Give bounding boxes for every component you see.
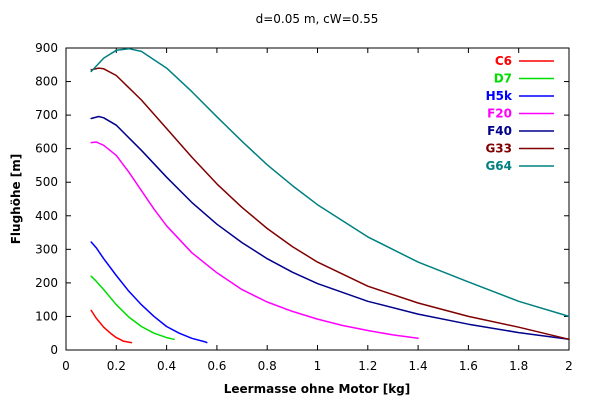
series-line-g64	[90, 47, 570, 318]
x-tick-label: 0	[62, 359, 70, 373]
legend-label-f20: F20	[487, 107, 512, 121]
y-tick-label: 700	[35, 108, 58, 122]
x-tick-label: 1.2	[358, 359, 377, 373]
legend-label-g64: G64	[485, 159, 512, 173]
x-tick-label: 0.6	[207, 359, 226, 373]
series-line-h5k	[90, 241, 208, 344]
x-axis-label: Leermasse ohne Motor [kg]	[224, 382, 411, 396]
x-tick-label: 0.8	[258, 359, 277, 373]
y-axis-ticks: 0 100 200 300 400 500 600 700 800 900	[35, 41, 569, 357]
y-tick-label: 600	[35, 142, 58, 156]
series-line-c6	[90, 309, 133, 344]
y-tick-label: 300	[35, 242, 58, 256]
plot-frame	[65, 47, 570, 351]
legend-label-h5k: H5k	[486, 89, 513, 103]
y-tick-label: 900	[35, 41, 58, 55]
y-axis-label: Flughöhe [m]	[9, 154, 23, 245]
y-tick-label: 800	[35, 75, 58, 89]
x-tick-label: 1	[314, 359, 322, 373]
y-tick-label: 100	[35, 309, 58, 323]
chart-title: d=0.05 m, cW=0.55	[256, 12, 379, 26]
legend-label-f40: F40	[487, 124, 512, 138]
series-lines	[90, 47, 570, 344]
plot-area: 0 0.2 0.4 0.6 0.8 1 1.2 1.4 1.6 1.8 2 0 100 200 300 40…	[35, 41, 573, 373]
x-tick-label: 0.2	[107, 359, 126, 373]
series-line-g33	[90, 67, 570, 341]
y-tick-label: 500	[35, 175, 58, 189]
legend-label-d7: D7	[494, 72, 512, 86]
x-tick-label: 1.6	[459, 359, 478, 373]
series-line-f20	[90, 141, 419, 340]
x-tick-label: 1.4	[409, 359, 428, 373]
y-tick-label: 200	[35, 276, 58, 290]
legend-label-c6: C6	[495, 54, 512, 68]
y-tick-label: 0	[50, 343, 58, 357]
y-tick-label: 400	[35, 209, 58, 223]
series-line-d7	[90, 275, 175, 341]
x-axis-ticks: 0 0.2 0.4 0.6 0.8 1 1.2 1.4 1.6 1.8 2	[62, 48, 573, 373]
x-tick-label: 0.4	[157, 359, 176, 373]
legend-label-g33: G33	[485, 142, 512, 156]
x-tick-label: 2	[565, 359, 573, 373]
legend: C6 D7 H5k F20 F40 G33 G64	[485, 54, 554, 173]
x-tick-label: 1.8	[509, 359, 528, 373]
series-line-f40	[90, 115, 570, 341]
